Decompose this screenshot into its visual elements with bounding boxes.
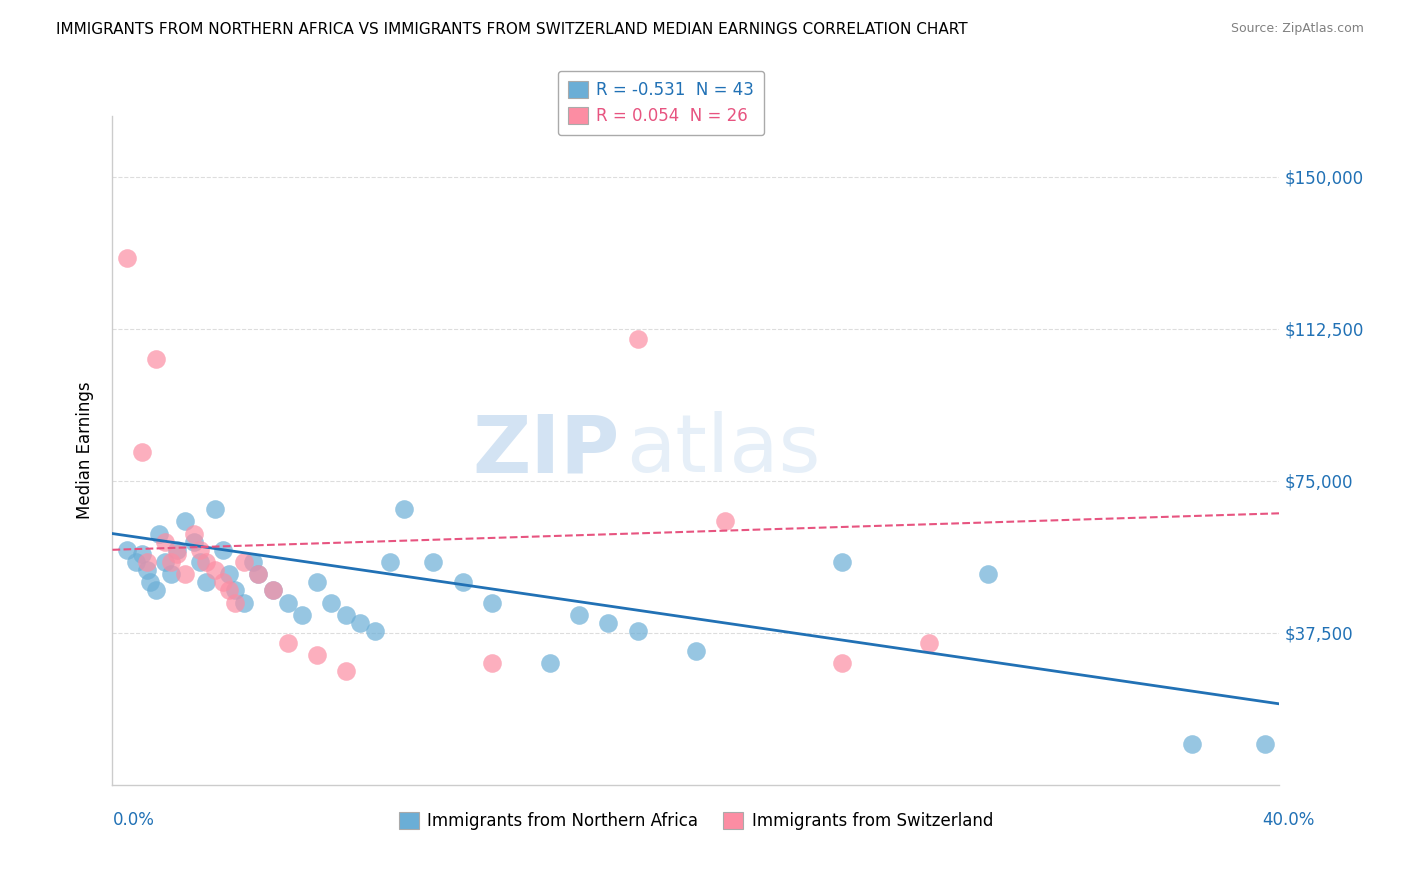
Point: [481, 657, 503, 671]
Text: Source: ZipAtlas.com: Source: ZipAtlas.com: [1230, 22, 1364, 36]
Point: [131, 445, 153, 459]
Text: 0.0%: 0.0%: [112, 811, 155, 829]
Point: [125, 555, 148, 569]
Point: [242, 555, 264, 569]
Point: [276, 595, 298, 609]
Point: [394, 502, 416, 516]
Point: [148, 526, 170, 541]
Point: [714, 515, 737, 529]
Point: [232, 595, 254, 609]
Point: [349, 615, 371, 630]
Text: atlas: atlas: [626, 411, 820, 490]
Point: [976, 567, 998, 582]
Text: IMMIGRANTS FROM NORTHERN AFRICA VS IMMIGRANTS FROM SWITZERLAND MEDIAN EARNINGS C: IMMIGRANTS FROM NORTHERN AFRICA VS IMMIG…: [56, 22, 967, 37]
Point: [831, 555, 853, 569]
Point: [364, 624, 387, 638]
Point: [188, 555, 211, 569]
Point: [174, 515, 197, 529]
Point: [262, 583, 284, 598]
Point: [218, 583, 240, 598]
Point: [183, 526, 205, 541]
Point: [291, 607, 314, 622]
Point: [212, 542, 235, 557]
Point: [1254, 738, 1277, 752]
Point: [160, 555, 183, 569]
Point: [685, 644, 707, 658]
Point: [1181, 738, 1204, 752]
Point: [627, 624, 650, 638]
Point: [188, 542, 211, 557]
Point: [194, 575, 217, 590]
Point: [224, 583, 246, 598]
Point: [204, 502, 226, 516]
Point: [276, 636, 298, 650]
Point: [153, 555, 176, 569]
Point: [224, 595, 246, 609]
Point: [194, 555, 217, 569]
Point: [918, 636, 941, 650]
Point: [166, 542, 188, 557]
Point: [166, 547, 188, 561]
Point: [262, 583, 284, 598]
Point: [212, 575, 235, 590]
Point: [335, 665, 357, 679]
Point: [115, 542, 138, 557]
Text: 40.0%: 40.0%: [1263, 811, 1315, 829]
Point: [538, 657, 561, 671]
Point: [145, 583, 167, 598]
Point: [136, 563, 159, 577]
Point: [204, 563, 226, 577]
Point: [232, 555, 254, 569]
Point: [247, 567, 270, 582]
Point: [145, 352, 167, 367]
Point: [139, 575, 162, 590]
Point: [568, 607, 591, 622]
Point: [136, 555, 159, 569]
Point: [627, 332, 650, 346]
Point: [378, 555, 401, 569]
Text: ZIP: ZIP: [472, 411, 620, 490]
Point: [305, 648, 328, 663]
Point: [131, 547, 153, 561]
Point: [174, 567, 197, 582]
Point: [247, 567, 270, 582]
Point: [115, 251, 138, 265]
Point: [598, 615, 620, 630]
Point: [481, 595, 503, 609]
Point: [422, 555, 444, 569]
Point: [218, 567, 240, 582]
Point: [335, 607, 357, 622]
Point: [451, 575, 474, 590]
Y-axis label: Median Earnings: Median Earnings: [76, 382, 94, 519]
Point: [153, 534, 176, 549]
Point: [160, 567, 183, 582]
Point: [321, 595, 343, 609]
Legend: Immigrants from Northern Africa, Immigrants from Switzerland: Immigrants from Northern Africa, Immigra…: [392, 805, 1000, 837]
Point: [183, 534, 205, 549]
Point: [305, 575, 328, 590]
Point: [831, 657, 853, 671]
